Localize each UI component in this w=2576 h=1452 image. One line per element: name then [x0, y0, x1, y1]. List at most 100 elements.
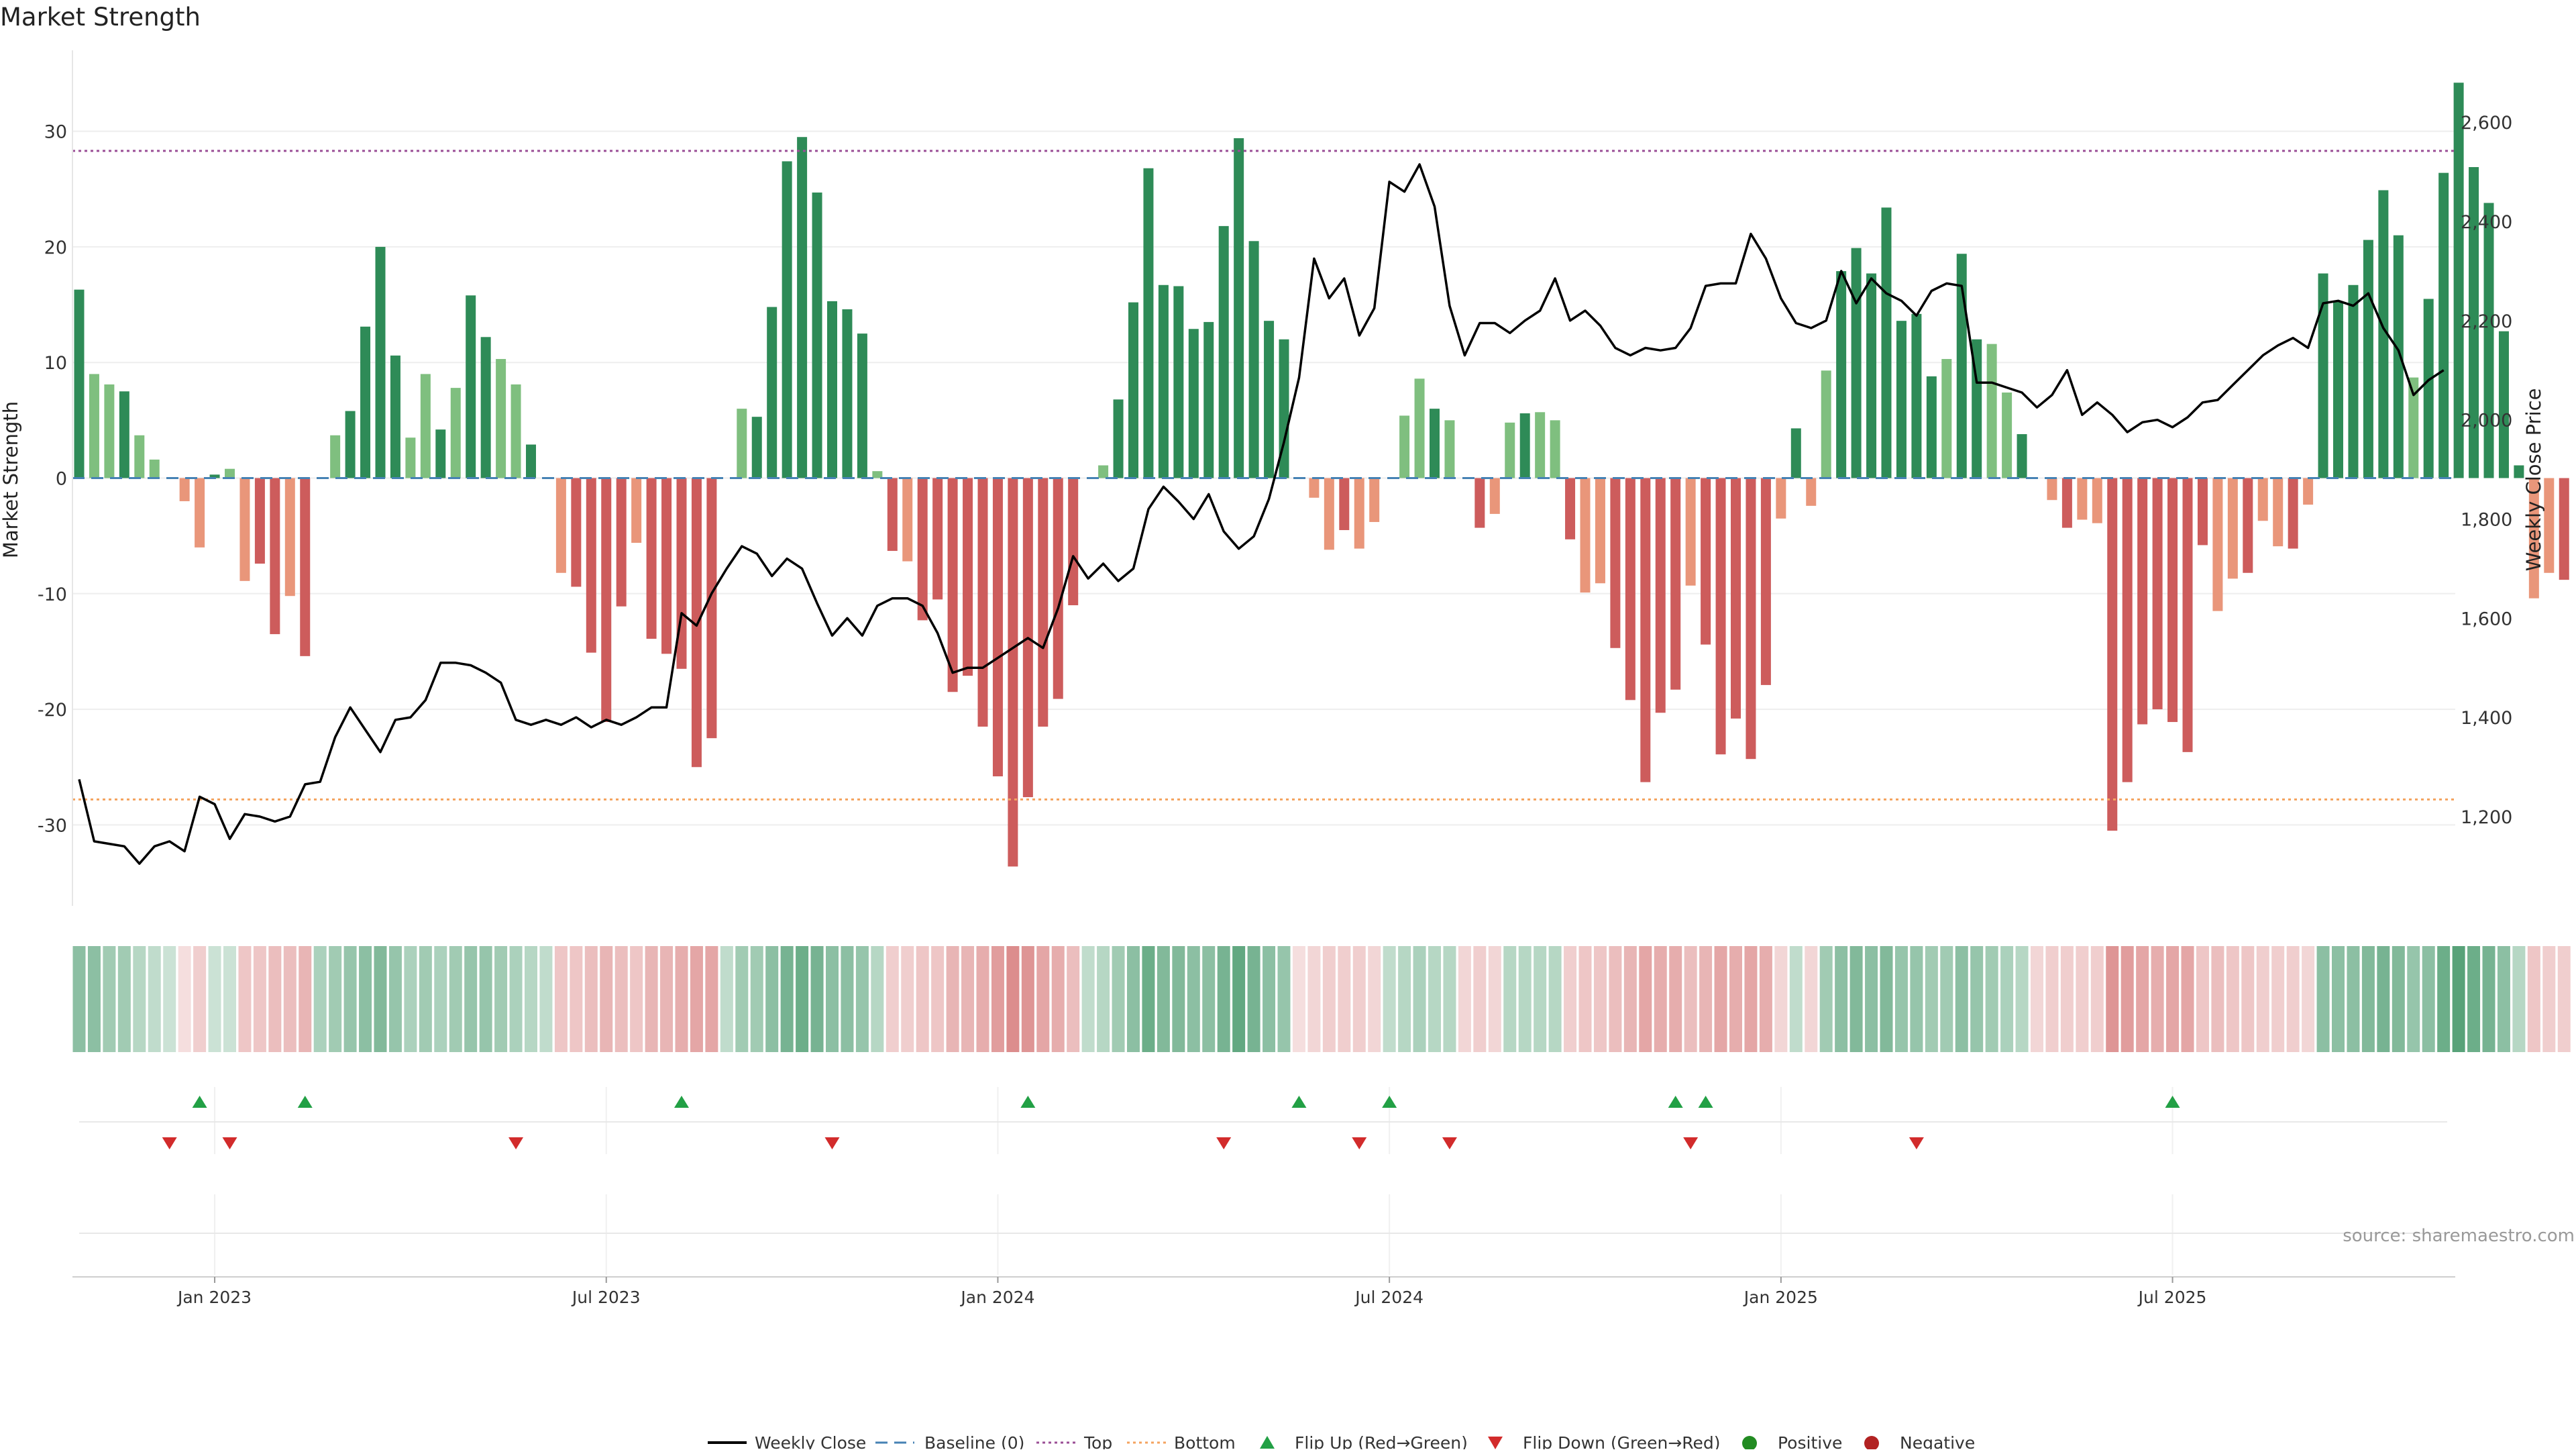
strength-bar: [797, 137, 808, 478]
heat-cell: [1247, 946, 1260, 1052]
strength-bar: [284, 478, 295, 597]
strength-bar: [857, 333, 867, 478]
heat-cell: [976, 946, 989, 1052]
heat-cell: [2241, 946, 2255, 1052]
strength-bar: [2122, 478, 2133, 782]
flip-up-marker: [192, 1096, 207, 1108]
y2-tick-label: 1,200: [2461, 807, 2512, 828]
heat-cell: [1759, 946, 1772, 1052]
strength-bars: [74, 83, 2569, 867]
heat-cell: [163, 946, 176, 1052]
strength-bar: [2257, 478, 2268, 521]
strength-bar: [737, 409, 747, 478]
heat-cell: [494, 946, 508, 1052]
heat-cell: [1142, 946, 1155, 1052]
strength-bar: [2469, 167, 2479, 478]
heat-cell: [554, 946, 568, 1052]
strength-bar: [1053, 478, 1063, 699]
strength-bar: [1806, 478, 1817, 506]
flip-up-marker: [297, 1096, 313, 1108]
strength-bar: [1218, 225, 1229, 478]
heat-cell: [1187, 946, 1200, 1052]
flip-down-marker: [1909, 1137, 1924, 1149]
strength-bar: [496, 359, 506, 478]
heat-cell: [2332, 946, 2345, 1052]
strength-bar: [947, 478, 958, 692]
strength-bar: [1550, 420, 1560, 478]
strength-bar: [1836, 271, 1847, 478]
strength-bar: [1324, 478, 1334, 550]
heat-cell: [2181, 946, 2194, 1052]
heat-cell: [2286, 946, 2300, 1052]
heat-cell: [675, 946, 688, 1052]
flip-down-marker: [1352, 1137, 1367, 1149]
heat-cell: [600, 946, 613, 1052]
heat-cell: [1458, 946, 1471, 1052]
heat-cell: [1819, 946, 1833, 1052]
strength-bar: [571, 478, 582, 587]
strength-bar: [1911, 313, 1922, 478]
strength-bar: [1399, 415, 1410, 478]
strength-bar: [1640, 478, 1651, 782]
heat-cell: [2557, 946, 2571, 1052]
strength-bar: [2077, 478, 2088, 520]
strength-bar: [405, 437, 416, 478]
strength-bar: [767, 307, 777, 478]
heat-cell: [705, 946, 718, 1052]
strength-bar: [2227, 478, 2238, 579]
heat-cell: [901, 946, 914, 1052]
flip-down-marker: [222, 1137, 237, 1149]
strength-bar: [2514, 465, 2524, 478]
heat-cell: [2060, 946, 2074, 1052]
strength-bar: [1670, 478, 1681, 690]
strength-bar: [2333, 301, 2343, 478]
heat-cell: [1894, 946, 1908, 1052]
strength-bar: [254, 478, 265, 564]
strength-bar: [360, 326, 371, 478]
heat-cell: [117, 946, 131, 1052]
heat-cell: [1307, 946, 1321, 1052]
heat-cell: [343, 946, 357, 1052]
heat-cell: [2015, 946, 2029, 1052]
strength-bar: [1279, 339, 1289, 478]
heat-cell: [1805, 946, 1818, 1052]
strength-bar: [2273, 478, 2284, 547]
y-tick-label: -20: [38, 700, 67, 721]
heat-cell: [1985, 946, 1998, 1052]
legend-flip-up-icon: [1260, 1436, 1275, 1449]
heat-cell: [2256, 946, 2269, 1052]
strength-bar: [1128, 302, 1138, 478]
flip-up-marker: [1382, 1096, 1397, 1108]
heat-cell: [855, 946, 869, 1052]
strength-bar: [2137, 478, 2148, 725]
strength-bar: [526, 444, 536, 478]
strength-bar: [586, 478, 596, 653]
strength-bar: [119, 391, 129, 478]
strength-bar: [466, 295, 476, 478]
x-tick-label: Jul 2025: [2137, 1288, 2207, 1307]
heat-cell: [2437, 946, 2451, 1052]
y2-tick-label: 2,000: [2461, 411, 2512, 431]
strength-bar: [2378, 190, 2389, 478]
heat-cell: [1910, 946, 1923, 1052]
heat-cell: [1202, 946, 1216, 1052]
strength-bar: [2423, 299, 2434, 478]
strength-bar: [2303, 478, 2314, 505]
heat-cell: [1623, 946, 1637, 1052]
strength-bar: [1414, 378, 1425, 478]
heat-cell: [2076, 946, 2089, 1052]
legend: Weekly Close Baseline (0) Top Bottom Fli…: [708, 1433, 1975, 1452]
legend-positive-icon: [1742, 1436, 1757, 1451]
strength-bar: [2002, 393, 2012, 478]
strength-bar: [2453, 83, 2464, 478]
price-layer: [78, 163, 2445, 865]
heat-cell: [509, 946, 523, 1052]
heat-cell: [525, 946, 537, 1052]
heat-cell: [1564, 946, 1577, 1052]
strength-bar: [2107, 478, 2118, 831]
heat-cell: [2000, 946, 2014, 1052]
strength-bar: [345, 411, 356, 478]
strength-bar: [330, 435, 341, 478]
heat-cell: [2226, 946, 2239, 1052]
heat-cell: [1639, 946, 1652, 1052]
